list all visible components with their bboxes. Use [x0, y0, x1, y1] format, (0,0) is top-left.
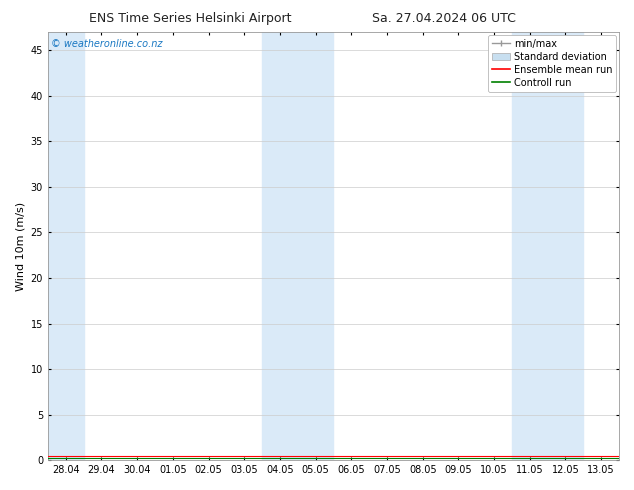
Text: Sa. 27.04.2024 06 UTC: Sa. 27.04.2024 06 UTC — [372, 12, 515, 25]
Text: ENS Time Series Helsinki Airport: ENS Time Series Helsinki Airport — [89, 12, 292, 25]
Legend: min/max, Standard deviation, Ensemble mean run, Controll run: min/max, Standard deviation, Ensemble me… — [488, 35, 616, 92]
Text: © weatheronline.co.nz: © weatheronline.co.nz — [51, 39, 162, 49]
Bar — [262, 32, 333, 460]
Bar — [48, 32, 84, 460]
Bar — [512, 32, 583, 460]
Y-axis label: Wind 10m (m/s): Wind 10m (m/s) — [15, 201, 25, 291]
